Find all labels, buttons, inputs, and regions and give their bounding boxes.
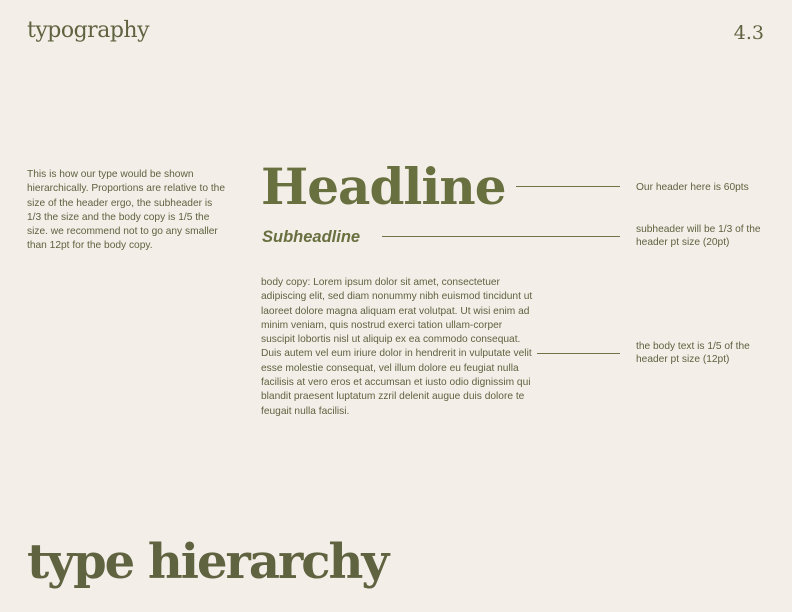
headline-note: Our header here is 60pts — [636, 182, 749, 193]
body-leader-line — [537, 353, 620, 354]
subheadline-sample: Subheadline — [262, 228, 361, 246]
page-number: 4.3 — [733, 22, 764, 44]
body-note: the body text is 1/5 of the header pt si… — [636, 341, 750, 365]
headline-sample: Headline — [261, 157, 507, 216]
headline-leader-line — [516, 186, 620, 187]
intro-paragraph: This is how our type would be shown hier… — [27, 169, 225, 252]
subheadline-note: subheader will be 1/3 of the header pt s… — [636, 224, 761, 248]
subheadline-leader-line — [382, 236, 620, 237]
section-title: typography — [27, 18, 150, 43]
body-copy-sample: body copy: Lorem ipsum dolor sit amet, c… — [261, 277, 533, 417]
page-title: type hierarchy — [27, 534, 389, 590]
